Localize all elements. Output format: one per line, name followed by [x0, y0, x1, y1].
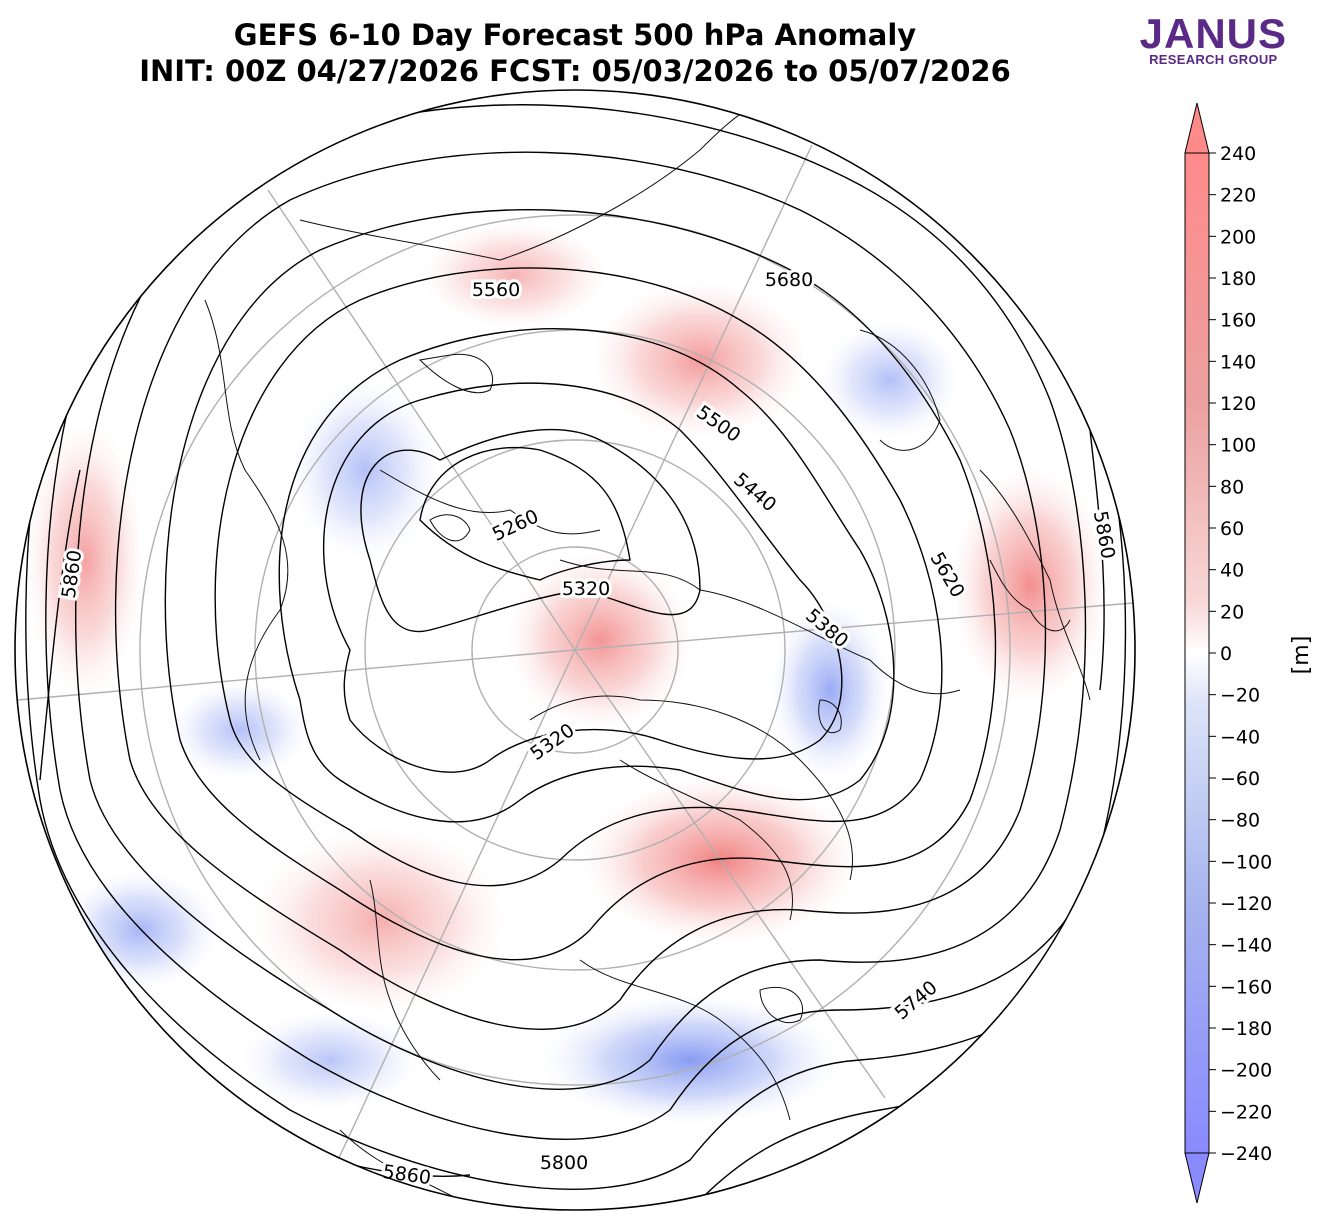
coastline-chukotka — [379, 469, 601, 535]
colorbar-tick-label: −220 — [1220, 1101, 1272, 1123]
coastline-greenland-west — [619, 759, 794, 921]
colorbar-tick-label: 200 — [1220, 226, 1256, 248]
negative-anomaly-area — [820, 320, 960, 440]
colorbar-tick-label: 140 — [1220, 351, 1256, 373]
polar-globe: 5560 5680 5500 5440 5260 5320 5620 5380 … — [14, 89, 1136, 1211]
coastline-wrangel — [429, 514, 471, 542]
colorbar-tick-label: 160 — [1220, 310, 1256, 332]
colorbar-tick-label: −100 — [1220, 851, 1272, 873]
contour-5560 — [114, 151, 1047, 1030]
coastline-british-isles — [989, 559, 1071, 632]
colorbar-tick-label: 20 — [1220, 601, 1244, 623]
positive-anomaly-area — [250, 825, 510, 1015]
colorbar-tick-label: −120 — [1220, 893, 1272, 915]
positive-anomaly-area — [590, 280, 810, 440]
globe-boundary — [14, 89, 1136, 1211]
colorbar-tick-label: −240 — [1220, 1143, 1272, 1165]
contour-5320 — [323, 382, 843, 773]
negative-anomaly-area — [540, 995, 840, 1125]
meridian-line — [17, 649, 576, 701]
latitude-circle — [471, 546, 679, 754]
coastline-pacific-west — [204, 299, 289, 761]
colorbar-tick-label: 80 — [1220, 476, 1244, 498]
coastline-canada-arctic — [529, 695, 854, 881]
meridian-line — [574, 602, 1134, 651]
map-title: GEFS 6-10 Day Forecast 500 hPa Anomaly — [233, 18, 917, 52]
contour-label: 5560 — [472, 279, 520, 301]
colorbar-max-extend-arrow — [1184, 102, 1210, 154]
meridian-line — [574, 649, 886, 1099]
colorbar-tick-label: −20 — [1220, 685, 1260, 707]
colorbar-tick-label: −200 — [1220, 1060, 1272, 1082]
contour-5440 — [214, 267, 943, 887]
colorbar-tick-label: −60 — [1220, 768, 1260, 790]
negative-anomaly-area — [60, 870, 220, 990]
colorbar-tick-label: −40 — [1220, 726, 1260, 748]
positive-anomaly-area — [420, 220, 610, 330]
colorbar-tick-label: 60 — [1220, 518, 1244, 540]
colorbar-tick-label: −180 — [1220, 1018, 1272, 1040]
latitude-circle — [139, 214, 1011, 1086]
coastline-scandinavia-lake — [818, 699, 842, 733]
contour-5860-east — [1089, 429, 1105, 691]
colorbar-tick-label: 240 — [1220, 143, 1256, 165]
coastline-europe-west — [979, 469, 1091, 701]
contour-5500 — [164, 208, 997, 961]
colorbar-tick-label: 180 — [1220, 268, 1256, 290]
coastline-siberia — [559, 559, 961, 695]
colorbar-tick-label: −80 — [1220, 810, 1260, 832]
colorbar-unit-label: [m] — [1289, 636, 1314, 675]
negative-anomaly-area — [240, 1010, 420, 1110]
contour-5380 — [278, 328, 895, 823]
meridian-line — [337, 649, 576, 1161]
negative-anomaly-area — [170, 680, 310, 780]
contour-label: 5680 — [765, 269, 813, 291]
contour-5260 — [360, 428, 701, 633]
colorbar-tick-label: 100 — [1220, 435, 1256, 457]
coastline-india-region — [859, 329, 941, 451]
coastline-north-america-east — [579, 959, 791, 1121]
colorbar-ticks: 240220200180160140120100806040200−20−40−… — [1209, 143, 1272, 1165]
contour-5860-west — [39, 469, 81, 781]
colorbar-tick-label: −160 — [1220, 976, 1272, 998]
map-subtitle-init-fcst: INIT: 00Z 04/27/2026 FCST: 05/03/2026 to… — [139, 54, 1011, 88]
latitude-circle — [364, 439, 786, 861]
colorbar-gradient — [1184, 152, 1210, 1154]
coastline-sakhalin — [418, 353, 494, 394]
negative-anomaly-area — [290, 380, 440, 560]
contour-5260-inner — [419, 446, 631, 581]
colorbar-tick-label: 120 — [1220, 393, 1256, 415]
anomaly-shading — [25, 220, 1110, 1125]
janus-logo: JANUS RESEARCH GROUP — [1139, 10, 1287, 67]
negative-anomaly-area — [770, 600, 890, 780]
coastline-newfoundland — [759, 986, 804, 1024]
contour-label: 5320 — [562, 578, 610, 600]
meridian-line — [267, 189, 576, 651]
meridian-line — [574, 144, 813, 651]
colorbar-min-extend-arrow — [1184, 1152, 1210, 1204]
positive-anomaly-area — [505, 550, 695, 730]
contour-label: 5800 — [540, 1152, 588, 1174]
colorbar-tick-label: 0 — [1220, 643, 1232, 665]
colorbar-tick-label: 220 — [1220, 185, 1256, 207]
logo-subtitle: RESEARCH GROUP — [1149, 52, 1278, 67]
colorbar-tick-label: 40 — [1220, 560, 1244, 582]
contour-5740 — [25, 90, 1135, 1190]
colorbar-tick-label: −140 — [1220, 935, 1272, 957]
logo-name: JANUS — [1139, 10, 1287, 57]
colorbar: 240220200180160140120100806040200−20−40−… — [1184, 102, 1314, 1204]
